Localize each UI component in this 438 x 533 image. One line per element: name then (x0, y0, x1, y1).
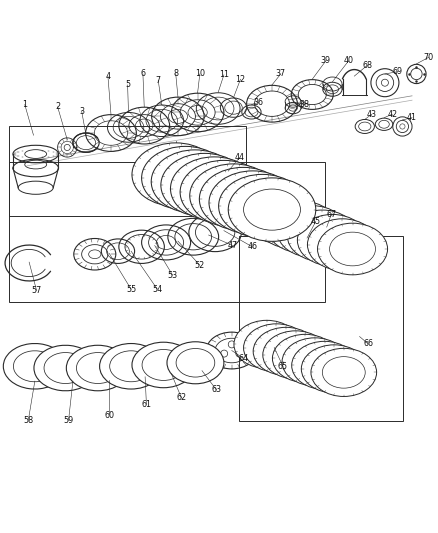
Text: 57: 57 (32, 286, 42, 295)
Text: 37: 37 (275, 69, 285, 78)
Ellipse shape (180, 160, 267, 224)
Ellipse shape (160, 154, 248, 217)
Ellipse shape (317, 223, 387, 275)
Ellipse shape (189, 164, 277, 228)
Ellipse shape (34, 345, 97, 391)
Ellipse shape (247, 192, 316, 244)
Ellipse shape (132, 143, 219, 206)
Ellipse shape (166, 342, 223, 384)
Text: 43: 43 (366, 110, 376, 119)
Ellipse shape (243, 324, 308, 372)
Ellipse shape (262, 331, 328, 379)
Text: 5: 5 (125, 80, 130, 90)
Text: 39: 39 (320, 56, 330, 66)
Text: 41: 41 (406, 113, 416, 122)
Text: 67: 67 (325, 211, 336, 220)
Text: 45: 45 (310, 217, 320, 226)
Text: 69: 69 (391, 67, 401, 76)
Text: 54: 54 (152, 285, 162, 294)
Text: 7: 7 (155, 76, 160, 85)
Ellipse shape (4, 344, 66, 389)
Ellipse shape (237, 188, 306, 240)
Text: 52: 52 (194, 261, 205, 270)
Ellipse shape (151, 150, 238, 213)
Text: 59: 59 (63, 416, 74, 425)
Text: 68: 68 (362, 61, 371, 70)
Text: 40: 40 (343, 56, 353, 66)
Ellipse shape (257, 197, 326, 248)
Ellipse shape (66, 345, 129, 391)
Ellipse shape (208, 171, 296, 235)
Ellipse shape (272, 334, 337, 383)
Text: 6: 6 (140, 69, 145, 78)
Ellipse shape (228, 178, 315, 241)
Text: 44: 44 (233, 154, 244, 163)
Text: 63: 63 (211, 385, 221, 394)
Text: 60: 60 (104, 411, 114, 420)
Ellipse shape (233, 320, 299, 368)
Ellipse shape (141, 147, 229, 210)
Ellipse shape (310, 349, 376, 397)
Text: 2: 2 (55, 102, 60, 111)
Ellipse shape (277, 206, 346, 257)
Text: 55: 55 (126, 285, 136, 294)
Ellipse shape (291, 341, 357, 390)
Text: 58: 58 (23, 416, 33, 425)
Text: 8: 8 (173, 69, 178, 78)
Ellipse shape (132, 342, 194, 387)
Text: 11: 11 (219, 70, 228, 79)
Ellipse shape (307, 219, 377, 270)
Text: 62: 62 (176, 393, 186, 402)
Text: 10: 10 (194, 69, 205, 78)
Text: 1: 1 (22, 100, 27, 109)
Text: 4: 4 (105, 71, 110, 80)
Ellipse shape (282, 338, 347, 386)
Text: 47: 47 (227, 241, 237, 250)
Text: 46: 46 (247, 243, 257, 251)
Text: 38: 38 (299, 100, 309, 109)
Text: 53: 53 (167, 271, 177, 280)
Text: 66: 66 (363, 340, 372, 349)
Text: 61: 61 (141, 400, 151, 409)
Text: 65: 65 (277, 362, 287, 371)
Text: 12: 12 (235, 75, 245, 84)
Ellipse shape (300, 345, 366, 393)
Text: 36: 36 (253, 98, 263, 107)
Ellipse shape (170, 157, 258, 220)
Text: 64: 64 (238, 354, 248, 363)
Ellipse shape (99, 344, 162, 389)
Text: 70: 70 (423, 53, 433, 62)
Ellipse shape (253, 327, 318, 375)
Ellipse shape (199, 167, 286, 231)
Ellipse shape (218, 174, 305, 238)
Ellipse shape (267, 201, 336, 253)
Ellipse shape (287, 210, 357, 262)
Text: 3: 3 (79, 107, 84, 116)
Text: 42: 42 (386, 110, 396, 119)
Ellipse shape (297, 214, 367, 266)
